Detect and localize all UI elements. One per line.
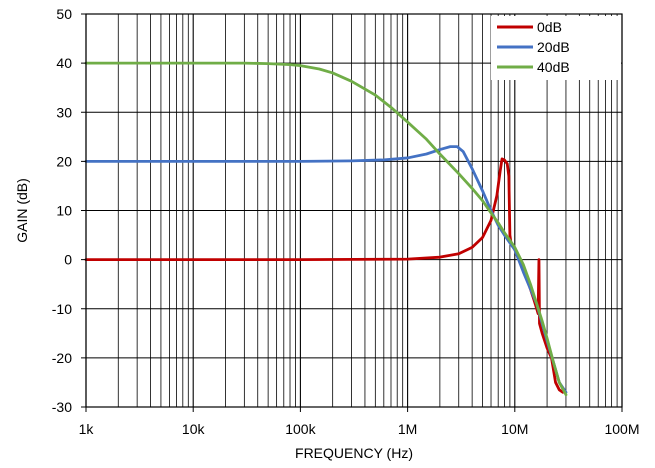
y-tick-label: 10	[56, 203, 72, 219]
plot-series	[84, 61, 568, 397]
legend-label: 40dB	[537, 59, 570, 75]
y-tick-label: 20	[56, 153, 72, 169]
x-tick-label: 1M	[398, 421, 417, 437]
x-axis-ticks: 1k 10k 100k 1M 10M 100M	[79, 407, 640, 437]
y-tick-label: 0	[64, 252, 72, 268]
y-tick-label: -20	[52, 350, 72, 366]
y-axis-title: GAIN (dB)	[14, 178, 30, 243]
y-tick-label: 50	[56, 6, 72, 22]
legend-label: 20dB	[537, 39, 570, 55]
y-axis-ticks: 50 40 30 20 10 0 -10 -20 -30	[52, 6, 86, 415]
y-tick-label: -30	[52, 399, 72, 415]
x-axis-title: FREQUENCY (Hz)	[295, 445, 413, 461]
legend: 0dB 20dB 40dB	[491, 16, 621, 80]
x-tick-label: 1k	[79, 421, 95, 437]
series-line-40db	[84, 61, 568, 397]
y-tick-label: -10	[52, 301, 72, 317]
x-tick-label: 10k	[182, 421, 206, 437]
x-tick-label: 10M	[501, 421, 528, 437]
y-tick-label: 30	[56, 104, 72, 120]
legend-label: 0dB	[537, 19, 562, 35]
y-tick-label: 40	[56, 55, 72, 71]
x-tick-label: 100k	[285, 421, 316, 437]
x-tick-label: 100M	[604, 421, 639, 437]
